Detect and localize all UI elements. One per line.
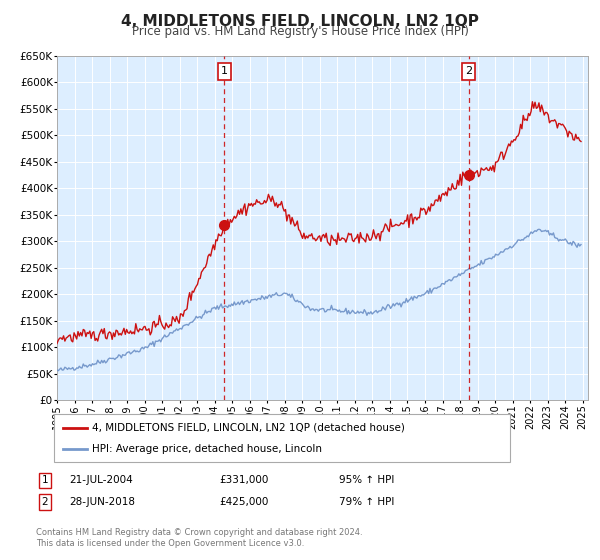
Text: £425,000: £425,000 <box>219 497 268 507</box>
Text: 4, MIDDLETONS FIELD, LINCOLN, LN2 1QP (detached house): 4, MIDDLETONS FIELD, LINCOLN, LN2 1QP (d… <box>92 423 404 433</box>
Text: 95% ↑ HPI: 95% ↑ HPI <box>339 475 394 486</box>
Text: £331,000: £331,000 <box>219 475 268 486</box>
Text: 1: 1 <box>221 67 228 77</box>
Text: 79% ↑ HPI: 79% ↑ HPI <box>339 497 394 507</box>
Text: 4, MIDDLETONS FIELD, LINCOLN, LN2 1QP: 4, MIDDLETONS FIELD, LINCOLN, LN2 1QP <box>121 14 479 29</box>
Text: Contains HM Land Registry data © Crown copyright and database right 2024.: Contains HM Land Registry data © Crown c… <box>36 528 362 536</box>
Text: 28-JUN-2018: 28-JUN-2018 <box>69 497 135 507</box>
Text: This data is licensed under the Open Government Licence v3.0.: This data is licensed under the Open Gov… <box>36 539 304 548</box>
Text: Price paid vs. HM Land Registry's House Price Index (HPI): Price paid vs. HM Land Registry's House … <box>131 25 469 38</box>
Text: HPI: Average price, detached house, Lincoln: HPI: Average price, detached house, Linc… <box>92 444 322 454</box>
Text: 2: 2 <box>465 67 472 77</box>
Text: 2: 2 <box>41 497 49 507</box>
Text: 21-JUL-2004: 21-JUL-2004 <box>69 475 133 486</box>
Text: 1: 1 <box>41 475 49 486</box>
